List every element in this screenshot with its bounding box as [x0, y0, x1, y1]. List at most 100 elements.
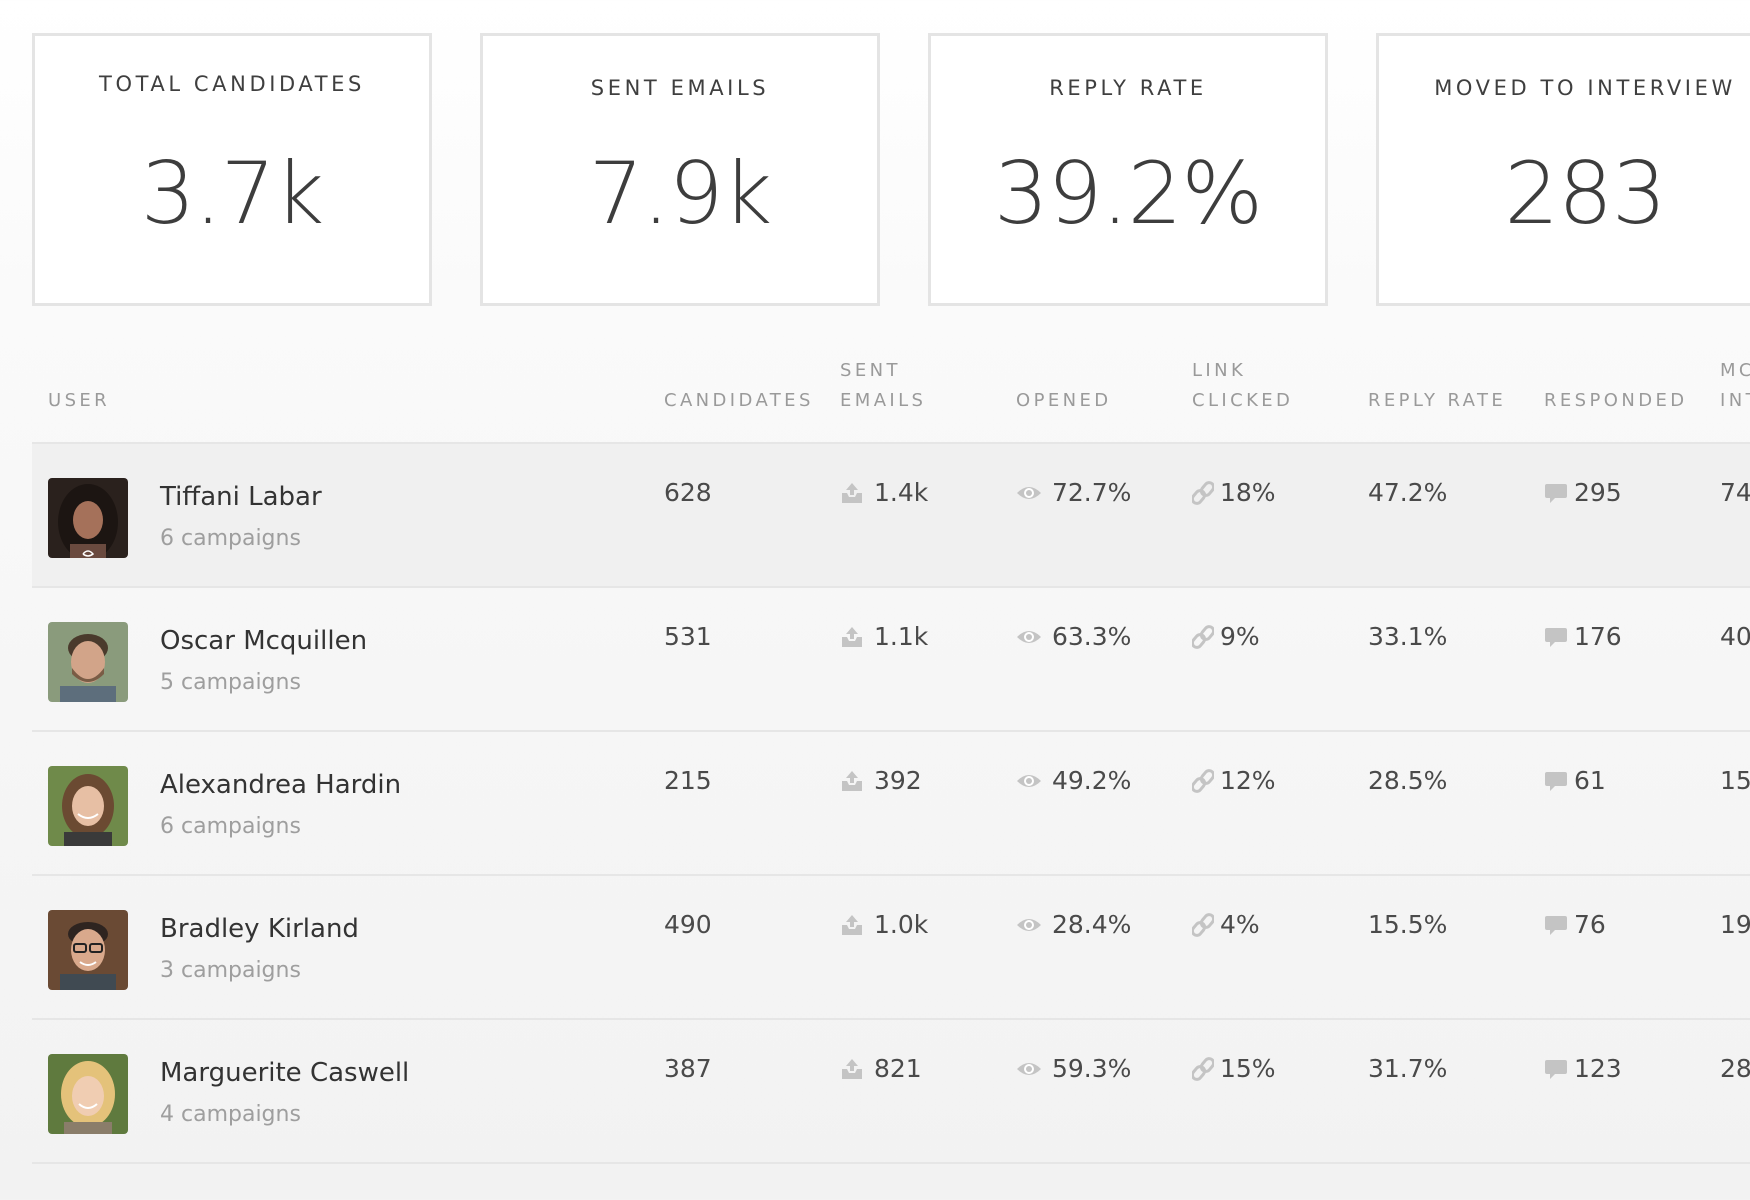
header-moved-line2[interactable]: INT	[1720, 390, 1750, 411]
candidates-count: 490	[664, 910, 712, 939]
avatar[interactable]	[48, 622, 128, 702]
eye-icon	[1016, 916, 1042, 934]
stat-label: TOTAL CANDIDATES	[99, 72, 365, 96]
link-icon	[1192, 1056, 1214, 1081]
user-name[interactable]: Marguerite Caswell	[160, 1058, 410, 1088]
eye-icon	[1016, 772, 1042, 790]
opened-value: 49.2%	[1052, 766, 1132, 795]
speech-bubble-icon	[1544, 482, 1568, 504]
link-clicked-cell: 15%	[1192, 1054, 1276, 1083]
link-icon	[1192, 768, 1214, 793]
outbox-icon	[840, 1057, 864, 1081]
header-sent-emails-line1[interactable]: SENT	[840, 360, 901, 381]
responded-cell: 76	[1544, 910, 1606, 939]
opened-value: 28.4%	[1052, 910, 1132, 939]
speech-bubble-icon	[1544, 914, 1568, 936]
user-name[interactable]: Oscar Mcquillen	[160, 626, 368, 656]
sent-emails-cell: 821	[840, 1054, 922, 1083]
eye-icon	[1016, 484, 1042, 502]
stat-card-sent-emails: SENT EMAILS 7.9k	[480, 33, 880, 306]
eye-icon	[1016, 1060, 1042, 1078]
opened-cell: 59.3%	[1016, 1054, 1131, 1083]
stat-value: 283	[1504, 144, 1666, 244]
stat-card-reply-rate: REPLY RATE 39.2%	[928, 33, 1328, 306]
header-candidates[interactable]: CANDIDATES	[664, 390, 814, 411]
header-sent-emails-line2[interactable]: EMAILS	[840, 390, 927, 411]
header-reply-rate[interactable]: REPLY RATE	[1368, 390, 1507, 411]
candidates-count: 387	[664, 1054, 712, 1083]
link-clicked-value: 4%	[1220, 910, 1260, 939]
responded-value: 76	[1574, 910, 1606, 939]
avatar[interactable]	[48, 910, 128, 990]
link-clicked-cell: 9%	[1192, 622, 1260, 651]
header-moved-line1[interactable]: MC	[1720, 360, 1750, 381]
header-link-clicked-line2[interactable]: CLICKED	[1192, 390, 1294, 411]
header-user[interactable]: USER	[48, 390, 111, 411]
speech-bubble-icon	[1544, 1058, 1568, 1080]
sent-emails-cell: 392	[840, 766, 922, 795]
header-link-clicked-line1[interactable]: LINK	[1192, 360, 1247, 381]
stat-value: 39.2%	[993, 144, 1263, 244]
user-name[interactable]: Tiffani Labar	[160, 482, 322, 512]
table-row[interactable]: Tiffani Labar 6 campaigns 628 1.4k 72.7%…	[32, 442, 1750, 586]
outbox-icon	[840, 625, 864, 649]
link-clicked-value: 18%	[1220, 478, 1276, 507]
avatar[interactable]	[48, 478, 128, 558]
responded-value: 176	[1574, 622, 1622, 651]
link-clicked-cell: 12%	[1192, 766, 1276, 795]
sent-emails-cell: 1.1k	[840, 622, 928, 651]
user-campaigns: 6 campaigns	[160, 526, 301, 551]
user-campaigns: 5 campaigns	[160, 670, 301, 695]
link-clicked-value: 12%	[1220, 766, 1276, 795]
opened-value: 63.3%	[1052, 622, 1132, 651]
reply-rate-value: 28.5%	[1368, 766, 1448, 795]
stat-card-moved-to-interview: MOVED TO INTERVIEW 283	[1376, 33, 1750, 306]
sent-emails-cell: 1.0k	[840, 910, 928, 939]
eye-icon	[1016, 628, 1042, 646]
avatar[interactable]	[48, 1054, 128, 1134]
user-name[interactable]: Bradley Kirland	[160, 914, 359, 944]
link-icon	[1192, 912, 1214, 937]
reply-rate-value: 33.1%	[1368, 622, 1448, 651]
opened-cell: 49.2%	[1016, 766, 1131, 795]
stat-value: 7.9k	[588, 144, 773, 244]
sent-emails-value: 392	[874, 766, 922, 795]
sent-emails-value: 1.0k	[874, 910, 929, 939]
responded-cell: 176	[1544, 622, 1622, 651]
user-name[interactable]: Alexandrea Hardin	[160, 770, 402, 800]
user-campaigns: 3 campaigns	[160, 958, 301, 983]
link-icon	[1192, 624, 1214, 649]
moved-to-interview-value: 19	[1720, 910, 1750, 939]
opened-cell: 28.4%	[1016, 910, 1131, 939]
header-responded[interactable]: RESPONDED	[1544, 390, 1688, 411]
opened-value: 59.3%	[1052, 1054, 1132, 1083]
table-row[interactable]: Bradley Kirland 3 campaigns 490 1.0k 28.…	[32, 874, 1750, 1018]
stat-card-total-candidates: TOTAL CANDIDATES 3.7k	[32, 33, 432, 306]
table-row[interactable]: Alexandrea Hardin 6 campaigns 215 392 49…	[32, 730, 1750, 874]
table-row[interactable]: Oscar Mcquillen 5 campaigns 531 1.1k 63.…	[32, 586, 1750, 730]
link-clicked-value: 15%	[1220, 1054, 1276, 1083]
sent-emails-value: 821	[874, 1054, 922, 1083]
responded-value: 295	[1574, 478, 1622, 507]
stat-label: MOVED TO INTERVIEW	[1434, 76, 1736, 100]
moved-to-interview-value: 28	[1720, 1054, 1750, 1083]
moved-to-interview-value: 15	[1720, 766, 1750, 795]
moved-to-interview-value: 74	[1720, 478, 1750, 507]
table-row[interactable]: Marguerite Caswell 4 campaigns 387 821 5…	[32, 1018, 1750, 1162]
reply-rate-value: 31.7%	[1368, 1054, 1448, 1083]
sent-emails-cell: 1.4k	[840, 478, 928, 507]
reply-rate-value: 15.5%	[1368, 910, 1448, 939]
moved-to-interview-value: 40	[1720, 622, 1750, 651]
link-clicked-cell: 4%	[1192, 910, 1260, 939]
sent-emails-value: 1.1k	[874, 622, 929, 651]
responded-value: 61	[1574, 766, 1606, 795]
header-opened[interactable]: OPENED	[1016, 390, 1112, 411]
opened-cell: 63.3%	[1016, 622, 1131, 651]
link-clicked-value: 9%	[1220, 622, 1260, 651]
outbox-icon	[840, 481, 864, 505]
link-icon	[1192, 480, 1214, 505]
responded-value: 123	[1574, 1054, 1622, 1083]
avatar[interactable]	[48, 766, 128, 846]
speech-bubble-icon	[1544, 626, 1568, 648]
opened-cell: 72.7%	[1016, 478, 1131, 507]
